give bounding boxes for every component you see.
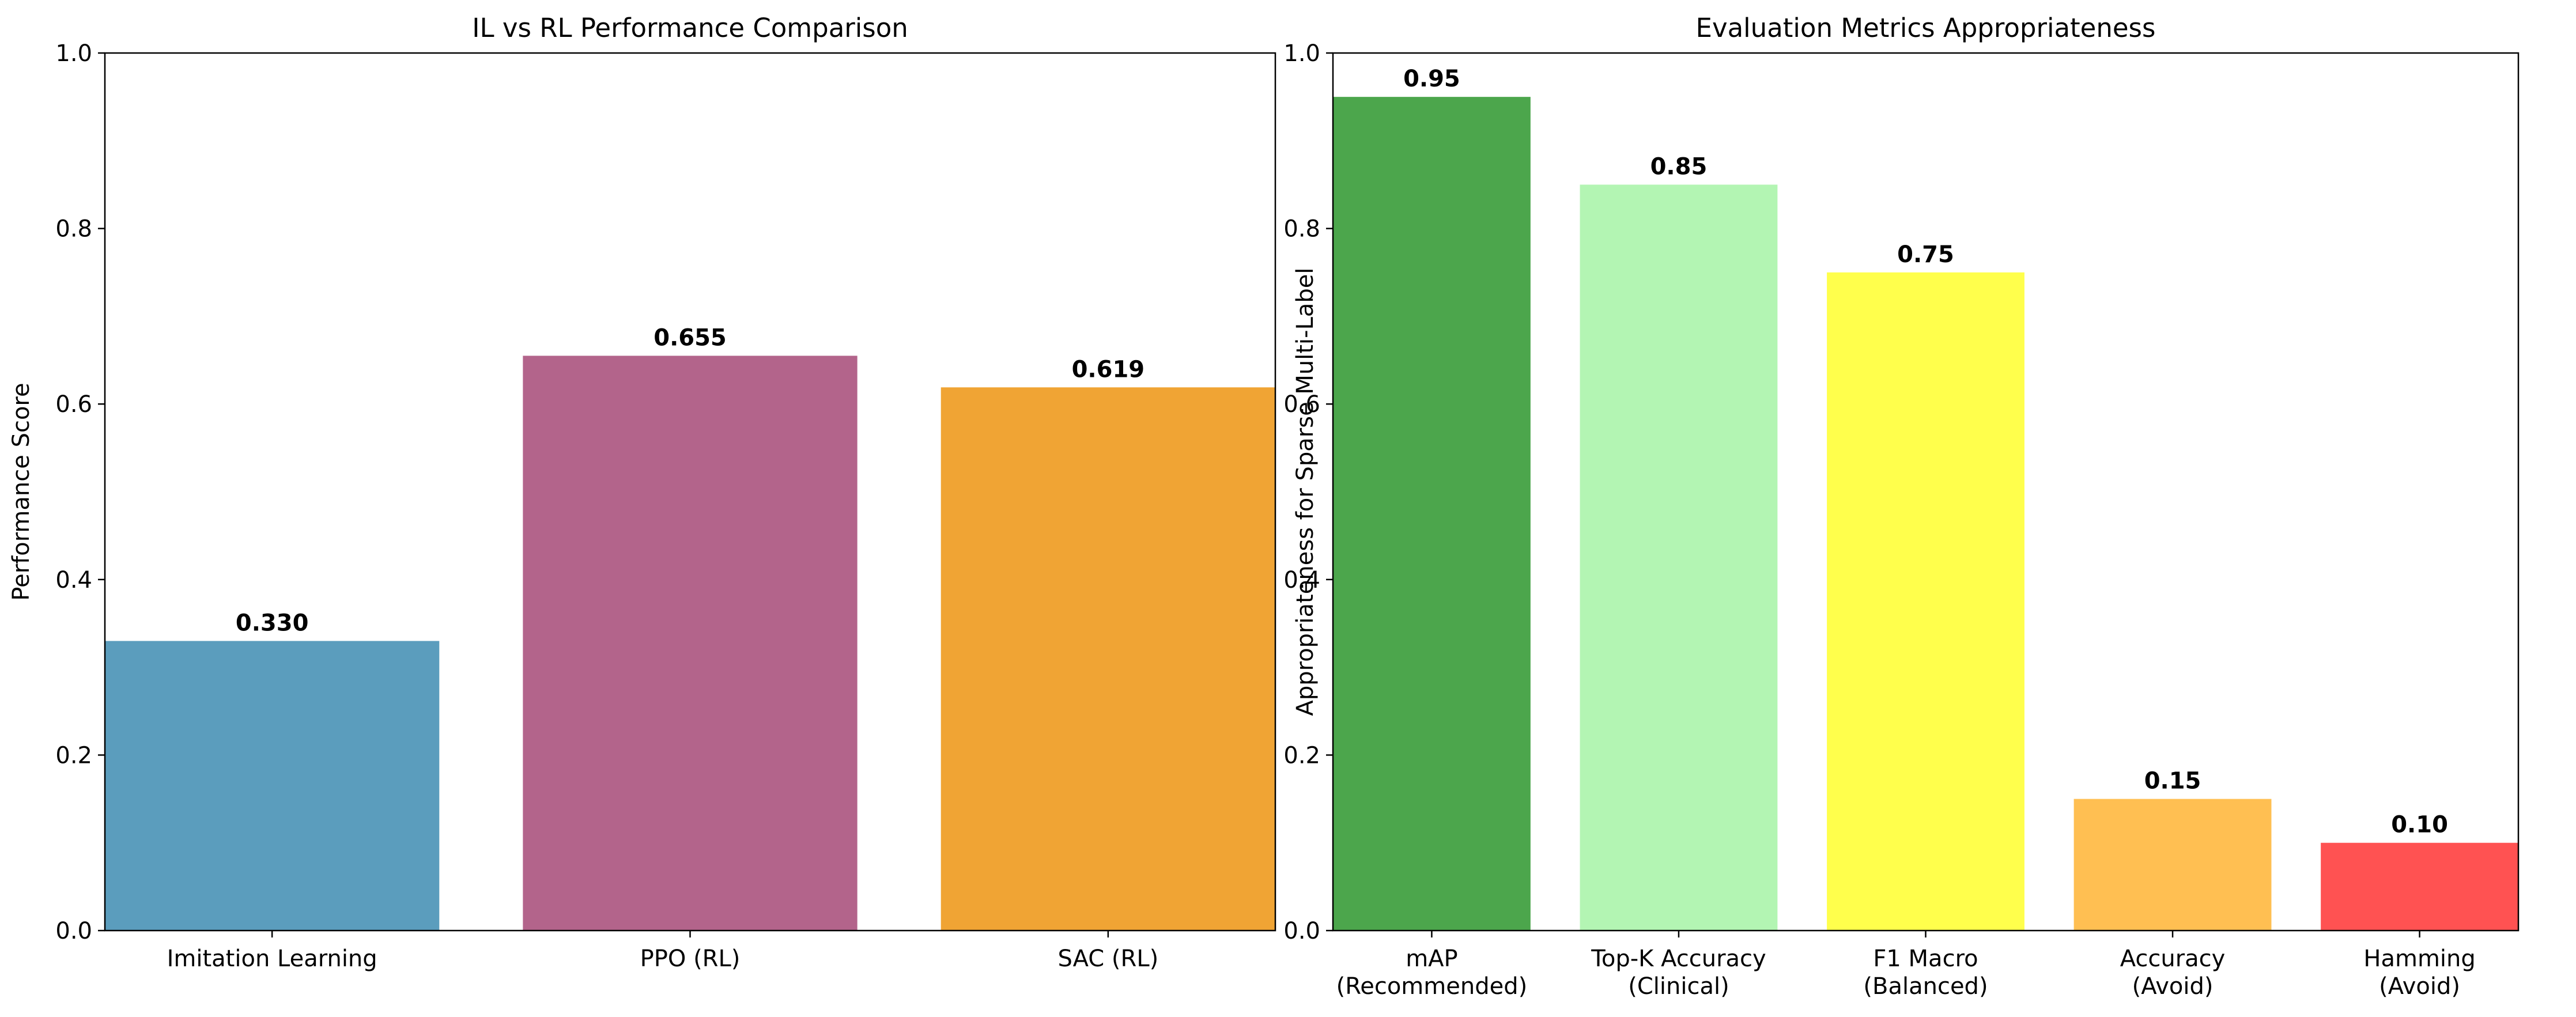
left-chart-title: IL vs RL Performance Comparison	[472, 13, 908, 43]
right-chart-x-tick-label: Accuracy (Avoid)	[2120, 946, 2226, 1000]
right-chart-x-tick-label-line: (Avoid)	[2379, 973, 2460, 1000]
left-chart-axes-frame	[104, 52, 1276, 932]
left-chart-bar	[523, 356, 858, 931]
right-chart-axes-frame	[1332, 52, 2520, 932]
right-chart-title: Evaluation Metrics Appropriateness	[1696, 13, 2156, 43]
left-chart-y-tick-label: 0.4	[55, 567, 92, 593]
right-chart-x-tick-label: Top-K Accuracy (Clinical)	[1591, 946, 1766, 1000]
right-chart-bar	[1580, 184, 1778, 931]
left-chart-x-tick-label-line: PPO (RL)	[640, 946, 741, 972]
right-chart-bar	[1827, 272, 2024, 931]
right-chart-x-tick-label-line: F1 Macro	[1873, 946, 1978, 972]
right-chart-x-tick-label-line: Accuracy	[2120, 946, 2226, 972]
right-chart-data-label: 0.85	[1650, 153, 1708, 180]
right-chart-x-tick-label-line: (Clinical)	[1628, 973, 1729, 1000]
right-chart-data-label: 0.75	[1897, 241, 1954, 268]
left-chart-y-tick-label: 0.0	[55, 918, 92, 944]
left-chart-x-tick-label: PPO (RL)	[640, 946, 741, 972]
right-chart-bar	[2321, 842, 2518, 931]
right-chart-y-tick-label: 1.0	[1283, 40, 1320, 67]
right-chart-y-tick-label: 0.0	[1283, 918, 1320, 944]
left-chart-x-tick-label-line: Imitation Learning	[167, 946, 377, 972]
right-chart-y-axis-label: Appropriateness for Sparse Multi-Label	[1292, 267, 1319, 716]
left-chart: IL vs RL Performance Comparison Performan…	[8, 13, 1276, 972]
left-chart-y-tick-label: 0.6	[55, 391, 92, 418]
right-chart-data-label: 0.15	[2144, 768, 2201, 795]
right-chart-data-label: 0.95	[1403, 66, 1460, 92]
left-chart-x-tick-label: Imitation Learning	[167, 946, 377, 972]
right-chart-x-tick-label: F1 Macro (Balanced)	[1863, 946, 1988, 1000]
right-chart-x-tick-label-line: Top-K Accuracy	[1591, 946, 1766, 972]
left-chart-y-tick-label: 1.0	[55, 40, 92, 67]
right-chart-y-tick-label: 0.6	[1283, 391, 1320, 418]
right-chart-bar	[1333, 97, 1531, 931]
right-chart-x-tick-label: mAP (Recommended)	[1336, 946, 1528, 1000]
right-chart-data-label: 0.10	[2391, 812, 2448, 838]
right-chart-x-tick-label-line: (Avoid)	[2132, 973, 2214, 1000]
left-chart-y-tick-label: 0.8	[55, 216, 92, 243]
right-chart-x-tick-label-line: mAP	[1406, 946, 1457, 972]
right-chart-x-tick-label-line: (Balanced)	[1863, 973, 1988, 1000]
left-chart-bar	[105, 641, 440, 931]
left-chart-x-tick-label-line: SAC (RL)	[1057, 946, 1158, 972]
left-chart-bar	[940, 387, 1275, 931]
right-chart-x-tick-label-line: (Recommended)	[1336, 973, 1528, 1000]
right-chart-y-tick-label: 0.8	[1283, 216, 1320, 243]
right-chart-y-tick-label: 0.2	[1283, 742, 1320, 769]
left-chart-x-tick-label: SAC (RL)	[1057, 946, 1158, 972]
left-chart-data-label: 0.619	[1072, 356, 1145, 383]
left-chart-y-axis-label: Performance Score	[8, 383, 35, 600]
right-chart-x-tick-label: Hamming (Avoid)	[2363, 946, 2475, 1000]
left-chart-data-label: 0.655	[654, 324, 727, 351]
right-chart-bar	[2073, 799, 2272, 931]
right-chart: Evaluation Metrics Appropriateness Approp…	[1283, 13, 2520, 1000]
left-chart-y-tick-label: 0.2	[55, 742, 92, 769]
right-chart-x-tick-label-line: Hamming	[2363, 946, 2475, 972]
right-chart-y-tick-label: 0.4	[1283, 567, 1320, 593]
left-chart-data-label: 0.330	[236, 610, 309, 636]
